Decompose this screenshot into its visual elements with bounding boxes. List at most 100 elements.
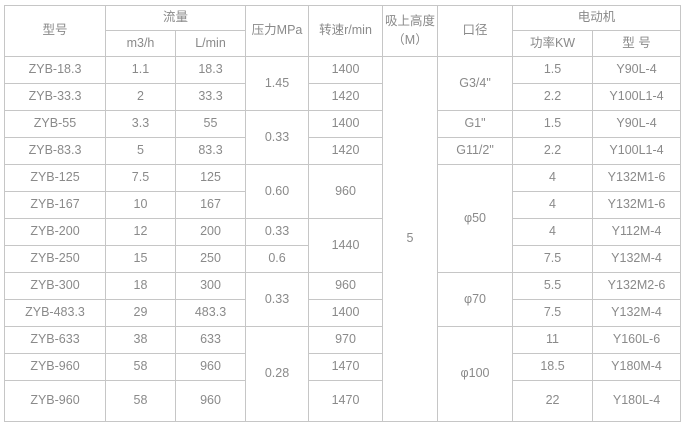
cell-bore: φ70 bbox=[437, 272, 514, 327]
cell-motor-power: 4 bbox=[512, 191, 594, 219]
cell-pressure: 0.33 bbox=[245, 110, 310, 165]
cell-model: ZYB-960 bbox=[4, 380, 106, 422]
cell-speed: 960 bbox=[308, 164, 384, 219]
cell-pressure: 0.33 bbox=[245, 272, 310, 327]
cell-model: ZYB-200 bbox=[4, 218, 106, 246]
cell-speed: 1400 bbox=[308, 56, 384, 84]
cell-bore: φ100 bbox=[437, 326, 514, 422]
cell-speed: 1470 bbox=[308, 380, 384, 422]
cell-flow-m3h: 12 bbox=[105, 218, 176, 246]
table-row: ZYB-55 3.3 55 0.33 1400 G1" 1.5 Y90L-4 bbox=[4, 110, 682, 165]
cell-flow-m3h: 58 bbox=[105, 353, 176, 381]
cell-flow-lmin: 960 bbox=[174, 380, 247, 422]
cell-bore: G1" bbox=[437, 110, 514, 138]
header-model: 型号 bbox=[4, 5, 106, 57]
table-row: ZYB-125 7.5 125 0.60 960 φ50 4 Y132M1-6 bbox=[4, 164, 682, 273]
table-row: ZYB-483.3 29 483.3 1400 7.5 Y132M-4 bbox=[4, 299, 682, 327]
header-suction-height: 吸上高度 （M） bbox=[382, 5, 439, 57]
table-header: 型号 流量 压力MPa 转速r/min 吸上高度 （M） 口径 电动机 m3/h… bbox=[4, 5, 682, 57]
header-motor-group: 电动机 bbox=[512, 5, 682, 31]
header-flow-m3h: m3/h bbox=[105, 30, 176, 57]
cell-flow-m3h: 3.3 bbox=[105, 110, 176, 138]
cell-flow-lmin: 200 bbox=[174, 218, 247, 246]
cell-speed: 1420 bbox=[308, 137, 384, 165]
cell-model: ZYB-18.3 bbox=[4, 56, 106, 84]
cell-flow-m3h: 5 bbox=[105, 137, 176, 165]
cell-flow-lmin: 55 bbox=[174, 110, 247, 138]
pump-specification-table: 型号 流量 压力MPa 转速r/min 吸上高度 （M） 口径 电动机 m3/h… bbox=[4, 5, 682, 422]
cell-model: ZYB-633 bbox=[4, 326, 106, 354]
cell-motor-power: 1.5 bbox=[512, 56, 594, 84]
cell-pressure: 1.45 bbox=[245, 56, 310, 111]
cell-model: ZYB-55 bbox=[4, 110, 106, 138]
header-motor-power: 功率KW bbox=[512, 30, 594, 57]
cell-flow-m3h: 29 bbox=[105, 299, 176, 327]
cell-speed: 960 bbox=[308, 272, 384, 300]
cell-motor-power: 7.5 bbox=[512, 245, 594, 273]
cell-motor-power: 5.5 bbox=[512, 272, 594, 300]
table-row: ZYB-18.3 1.1 18.3 1.45 1400 5 G3/4" 1.5 Y90L-4 bbox=[4, 56, 682, 422]
cell-model: ZYB-250 bbox=[4, 245, 106, 273]
cell-model: ZYB-167 bbox=[4, 191, 106, 219]
cell-motor-model: Y180L-4 bbox=[592, 380, 682, 422]
cell-flow-lmin: 125 bbox=[174, 164, 247, 192]
table-body: ZYB-18.3 1.1 18.3 1.45 1400 5 G3/4" 1.5 Y90L-4 ZY… bbox=[4, 56, 682, 422]
table-row: ZYB-633 38 633 0.28 970 φ100 11 Y160L-6 bbox=[4, 326, 682, 422]
cell-motor-model: Y132M1-6 bbox=[592, 164, 682, 192]
header-bore: 口径 bbox=[437, 5, 514, 57]
header-flow-lmin: L/min bbox=[174, 30, 247, 57]
cell-flow-lmin: 300 bbox=[174, 272, 247, 300]
cell-model: ZYB-83.3 bbox=[4, 137, 106, 165]
cell-motor-model: Y132M2-6 bbox=[592, 272, 682, 300]
cell-motor-model: Y112M-4 bbox=[592, 218, 682, 246]
cell-motor-model: Y132M1-6 bbox=[592, 191, 682, 219]
cell-flow-m3h: 58 bbox=[105, 380, 176, 422]
cell-motor-power: 1.5 bbox=[512, 110, 594, 138]
cell-model: ZYB-33.3 bbox=[4, 83, 106, 111]
header-suction-height-line1: 吸上高度 bbox=[385, 13, 436, 28]
header-row-secondary: m3/h L/min 功率KW 型 号 bbox=[5, 30, 682, 57]
cell-motor-power: 22 bbox=[512, 380, 594, 422]
cell-motor-model: Y132M-4 bbox=[592, 245, 682, 273]
specification-table-container: 型号 流量 压力MPa 转速r/min 吸上高度 （M） 口径 电动机 m3/h… bbox=[4, 5, 682, 422]
cell-flow-lmin: 83.3 bbox=[174, 137, 247, 165]
cell-motor-model: Y90L-4 bbox=[592, 110, 682, 138]
header-row-primary: 型号 流量 压力MPa 转速r/min 吸上高度 （M） 口径 电动机 bbox=[4, 5, 682, 57]
cell-model: ZYB-960 bbox=[4, 353, 106, 381]
cell-speed: 1470 bbox=[308, 353, 384, 381]
cell-flow-m3h: 18 bbox=[105, 272, 176, 300]
cell-motor-power: 18.5 bbox=[512, 353, 594, 381]
header-speed: 转速r/min bbox=[308, 5, 384, 57]
cell-pressure: 0.6 bbox=[245, 245, 310, 273]
cell-speed: 970 bbox=[308, 326, 384, 354]
cell-pressure: 0.28 bbox=[245, 326, 310, 422]
cell-model: ZYB-483.3 bbox=[4, 299, 106, 327]
cell-bore: G11/2" bbox=[437, 137, 514, 165]
cell-speed: 1400 bbox=[308, 299, 384, 327]
cell-bore: φ50 bbox=[437, 164, 514, 273]
cell-flow-lmin: 960 bbox=[174, 353, 247, 381]
cell-speed: 1440 bbox=[308, 218, 384, 273]
header-motor-model: 型 号 bbox=[592, 30, 682, 57]
cell-motor-model: Y132M-4 bbox=[592, 299, 682, 327]
cell-model: ZYB-125 bbox=[4, 164, 106, 192]
cell-pressure: 0.60 bbox=[245, 164, 310, 219]
cell-motor-model: Y160L-6 bbox=[592, 326, 682, 354]
cell-motor-model: Y180M-4 bbox=[592, 353, 682, 381]
cell-flow-m3h: 10 bbox=[105, 191, 176, 219]
table-row: ZYB-33.3 2 33.3 1420 2.2 Y100L1-4 bbox=[4, 83, 682, 111]
cell-motor-model: Y90L-4 bbox=[592, 56, 682, 84]
cell-motor-power: 4 bbox=[512, 218, 594, 246]
cell-suction-height: 5 bbox=[382, 56, 439, 422]
cell-motor-power: 2.2 bbox=[512, 137, 594, 165]
cell-bore: G3/4" bbox=[437, 56, 514, 111]
cell-flow-m3h: 2 bbox=[105, 83, 176, 111]
table-row: ZYB-960 58 960 1470 18.5 Y180M-4 bbox=[4, 353, 682, 381]
cell-motor-model: Y100L1-4 bbox=[592, 83, 682, 111]
cell-speed: 1420 bbox=[308, 83, 384, 111]
cell-flow-lmin: 33.3 bbox=[174, 83, 247, 111]
cell-pressure: 0.33 bbox=[245, 218, 310, 246]
table-row: ZYB-300 18 300 0.33 960 φ70 5.5 Y132M2-6 bbox=[4, 272, 682, 327]
cell-flow-m3h: 38 bbox=[105, 326, 176, 354]
cell-model: ZYB-300 bbox=[4, 272, 106, 300]
